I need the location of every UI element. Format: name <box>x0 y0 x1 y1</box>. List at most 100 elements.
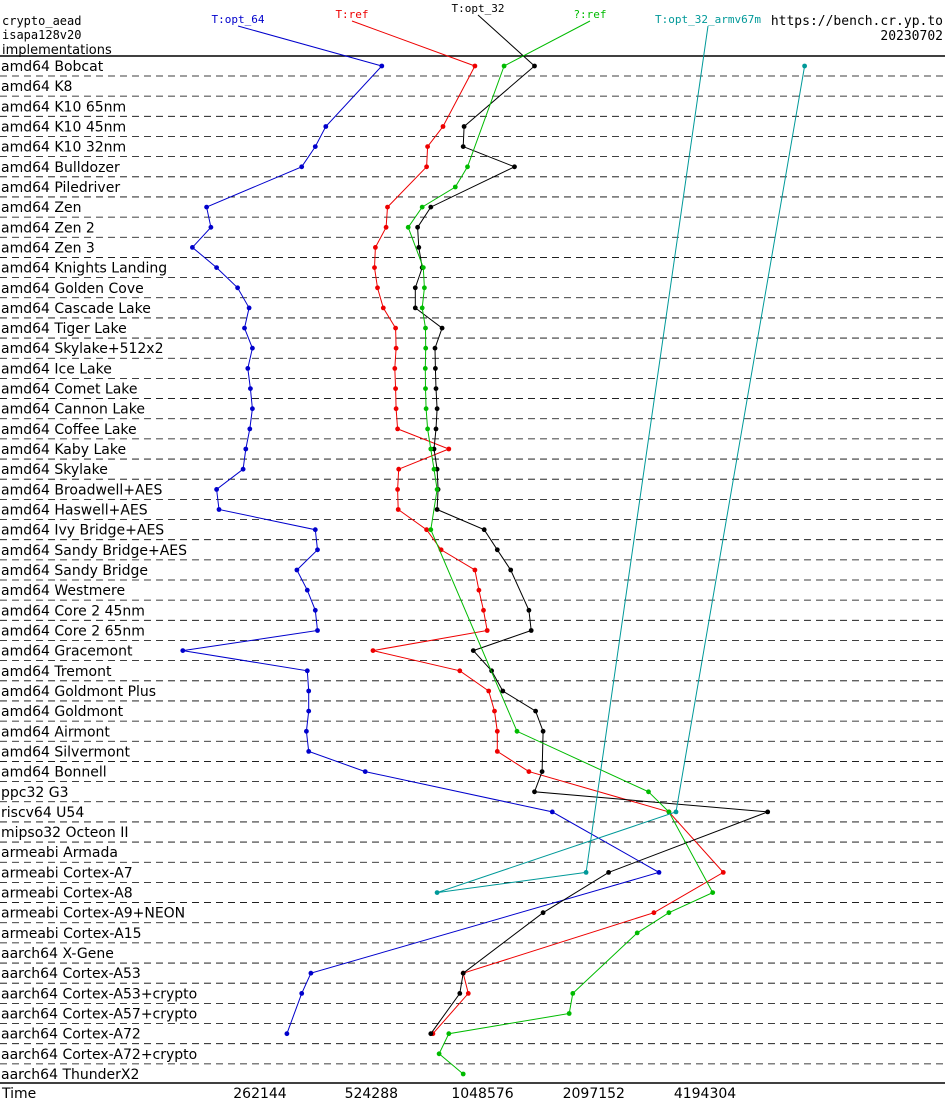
data-point <box>395 426 400 432</box>
data-point <box>393 386 398 391</box>
data-point <box>412 305 418 311</box>
x-tick-label: 4194304 <box>674 1086 736 1102</box>
data-point <box>424 527 429 533</box>
row-label: amd64 Goldmont Plus <box>1 684 156 700</box>
data-point <box>304 668 310 674</box>
legend-leader <box>351 20 476 67</box>
data-point <box>294 567 300 573</box>
row-label: aarch64 X-Gene <box>1 946 114 962</box>
row-label: amd64 Piledriver <box>1 180 120 196</box>
data-point <box>446 446 452 452</box>
x-tick-label: 262144 <box>233 1086 287 1102</box>
data-point <box>526 607 532 613</box>
legend-label: T:opt_32 <box>452 2 505 15</box>
data-point <box>540 910 546 916</box>
x-axis-title: Time <box>1 1086 36 1102</box>
data-point <box>457 668 463 674</box>
data-point <box>204 204 210 210</box>
data-point <box>412 285 418 291</box>
row-label: amd64 Broadwell+AES <box>1 482 162 498</box>
row-label: amd64 Gracemont <box>1 644 133 660</box>
data-point <box>434 507 440 512</box>
row-labels: amd64 Bobcat amd64 K8 amd64 K10 65nm amd64 … <box>0 59 945 1083</box>
data-point <box>420 265 426 270</box>
data-point <box>440 124 446 129</box>
row-label: aarch64 Cortex-A72+crypto <box>1 1047 197 1063</box>
data-point <box>432 345 438 351</box>
row-label: amd64 Zen <box>1 200 81 216</box>
data-point <box>323 124 329 129</box>
row-label: ppc32 G3 <box>1 785 69 801</box>
data-point <box>312 607 318 613</box>
row-label: amd64 Silvermont <box>1 744 131 760</box>
data-point <box>428 1031 434 1037</box>
row-label: amd64 Skylake <box>1 462 108 478</box>
legend-label: T:opt_32_armv67m <box>655 13 761 26</box>
data-point <box>214 487 220 492</box>
data-point <box>246 305 252 311</box>
row-label: amd64 Goldmont <box>1 704 124 720</box>
data-point <box>375 285 380 291</box>
row-label: riscv64 U54 <box>1 805 84 821</box>
data-point <box>214 265 220 270</box>
data-point <box>248 386 253 391</box>
row-label: amd64 Tremont <box>1 664 112 680</box>
data-point <box>494 547 500 553</box>
row-label: amd64 Haswell+AES <box>1 503 148 519</box>
header-line3: implementations <box>2 43 112 58</box>
data-point <box>284 1031 290 1037</box>
series-line <box>407 65 714 1075</box>
data-point <box>526 769 532 774</box>
x-axis: Time 262144 524288 1048576 2097152 4194304 <box>1 1086 736 1102</box>
data-point <box>802 63 807 69</box>
series-lines <box>180 63 807 1077</box>
x-tick-label: 1048576 <box>451 1086 513 1102</box>
row-label: amd64 Airmont <box>1 724 110 740</box>
data-point <box>494 728 500 734</box>
data-point <box>528 628 534 633</box>
data-point <box>472 567 478 573</box>
data-point <box>651 910 657 916</box>
data-point <box>461 124 467 129</box>
data-point <box>415 224 420 230</box>
row-label: mipso32 Octeon II <box>1 825 129 841</box>
data-point <box>465 164 470 170</box>
data-point <box>425 426 430 432</box>
data-point <box>549 809 555 815</box>
data-point <box>494 749 500 754</box>
row-label: amd64 Core 2 65nm <box>1 623 145 639</box>
data-point <box>393 406 399 412</box>
row-label: amd64 Comet Lake <box>1 382 138 398</box>
data-point <box>673 809 679 815</box>
data-point <box>465 991 471 996</box>
data-point <box>416 245 422 250</box>
data-point <box>423 406 429 412</box>
data-point <box>315 628 320 633</box>
row-label: amd64 Coffee Lake <box>1 422 137 438</box>
row-label: aarch64 Cortex-A53 <box>1 966 141 982</box>
data-point <box>419 305 425 311</box>
data-point <box>486 688 492 694</box>
data-point <box>393 325 398 331</box>
data-point <box>570 991 576 996</box>
data-point <box>315 547 320 553</box>
series-1 <box>370 63 726 1037</box>
data-point <box>306 708 312 714</box>
legend-leader <box>503 20 591 67</box>
data-point <box>433 426 439 432</box>
row-label: amd64 Knights Landing <box>1 261 167 277</box>
header-line2: isapa128v20 <box>2 28 81 42</box>
data-point <box>425 144 430 150</box>
legend-label: T:ref <box>335 8 368 21</box>
data-point <box>396 466 402 472</box>
data-point <box>720 870 726 875</box>
data-point <box>245 366 251 371</box>
data-point <box>457 991 463 996</box>
data-point <box>306 688 312 694</box>
data-point <box>308 970 314 976</box>
data-point <box>190 245 195 250</box>
legend-leader <box>237 25 382 67</box>
row-label: amd64 Zen 2 <box>1 220 95 236</box>
data-point <box>566 1011 572 1016</box>
row-label: amd64 Skylake+512x2 <box>1 341 163 357</box>
